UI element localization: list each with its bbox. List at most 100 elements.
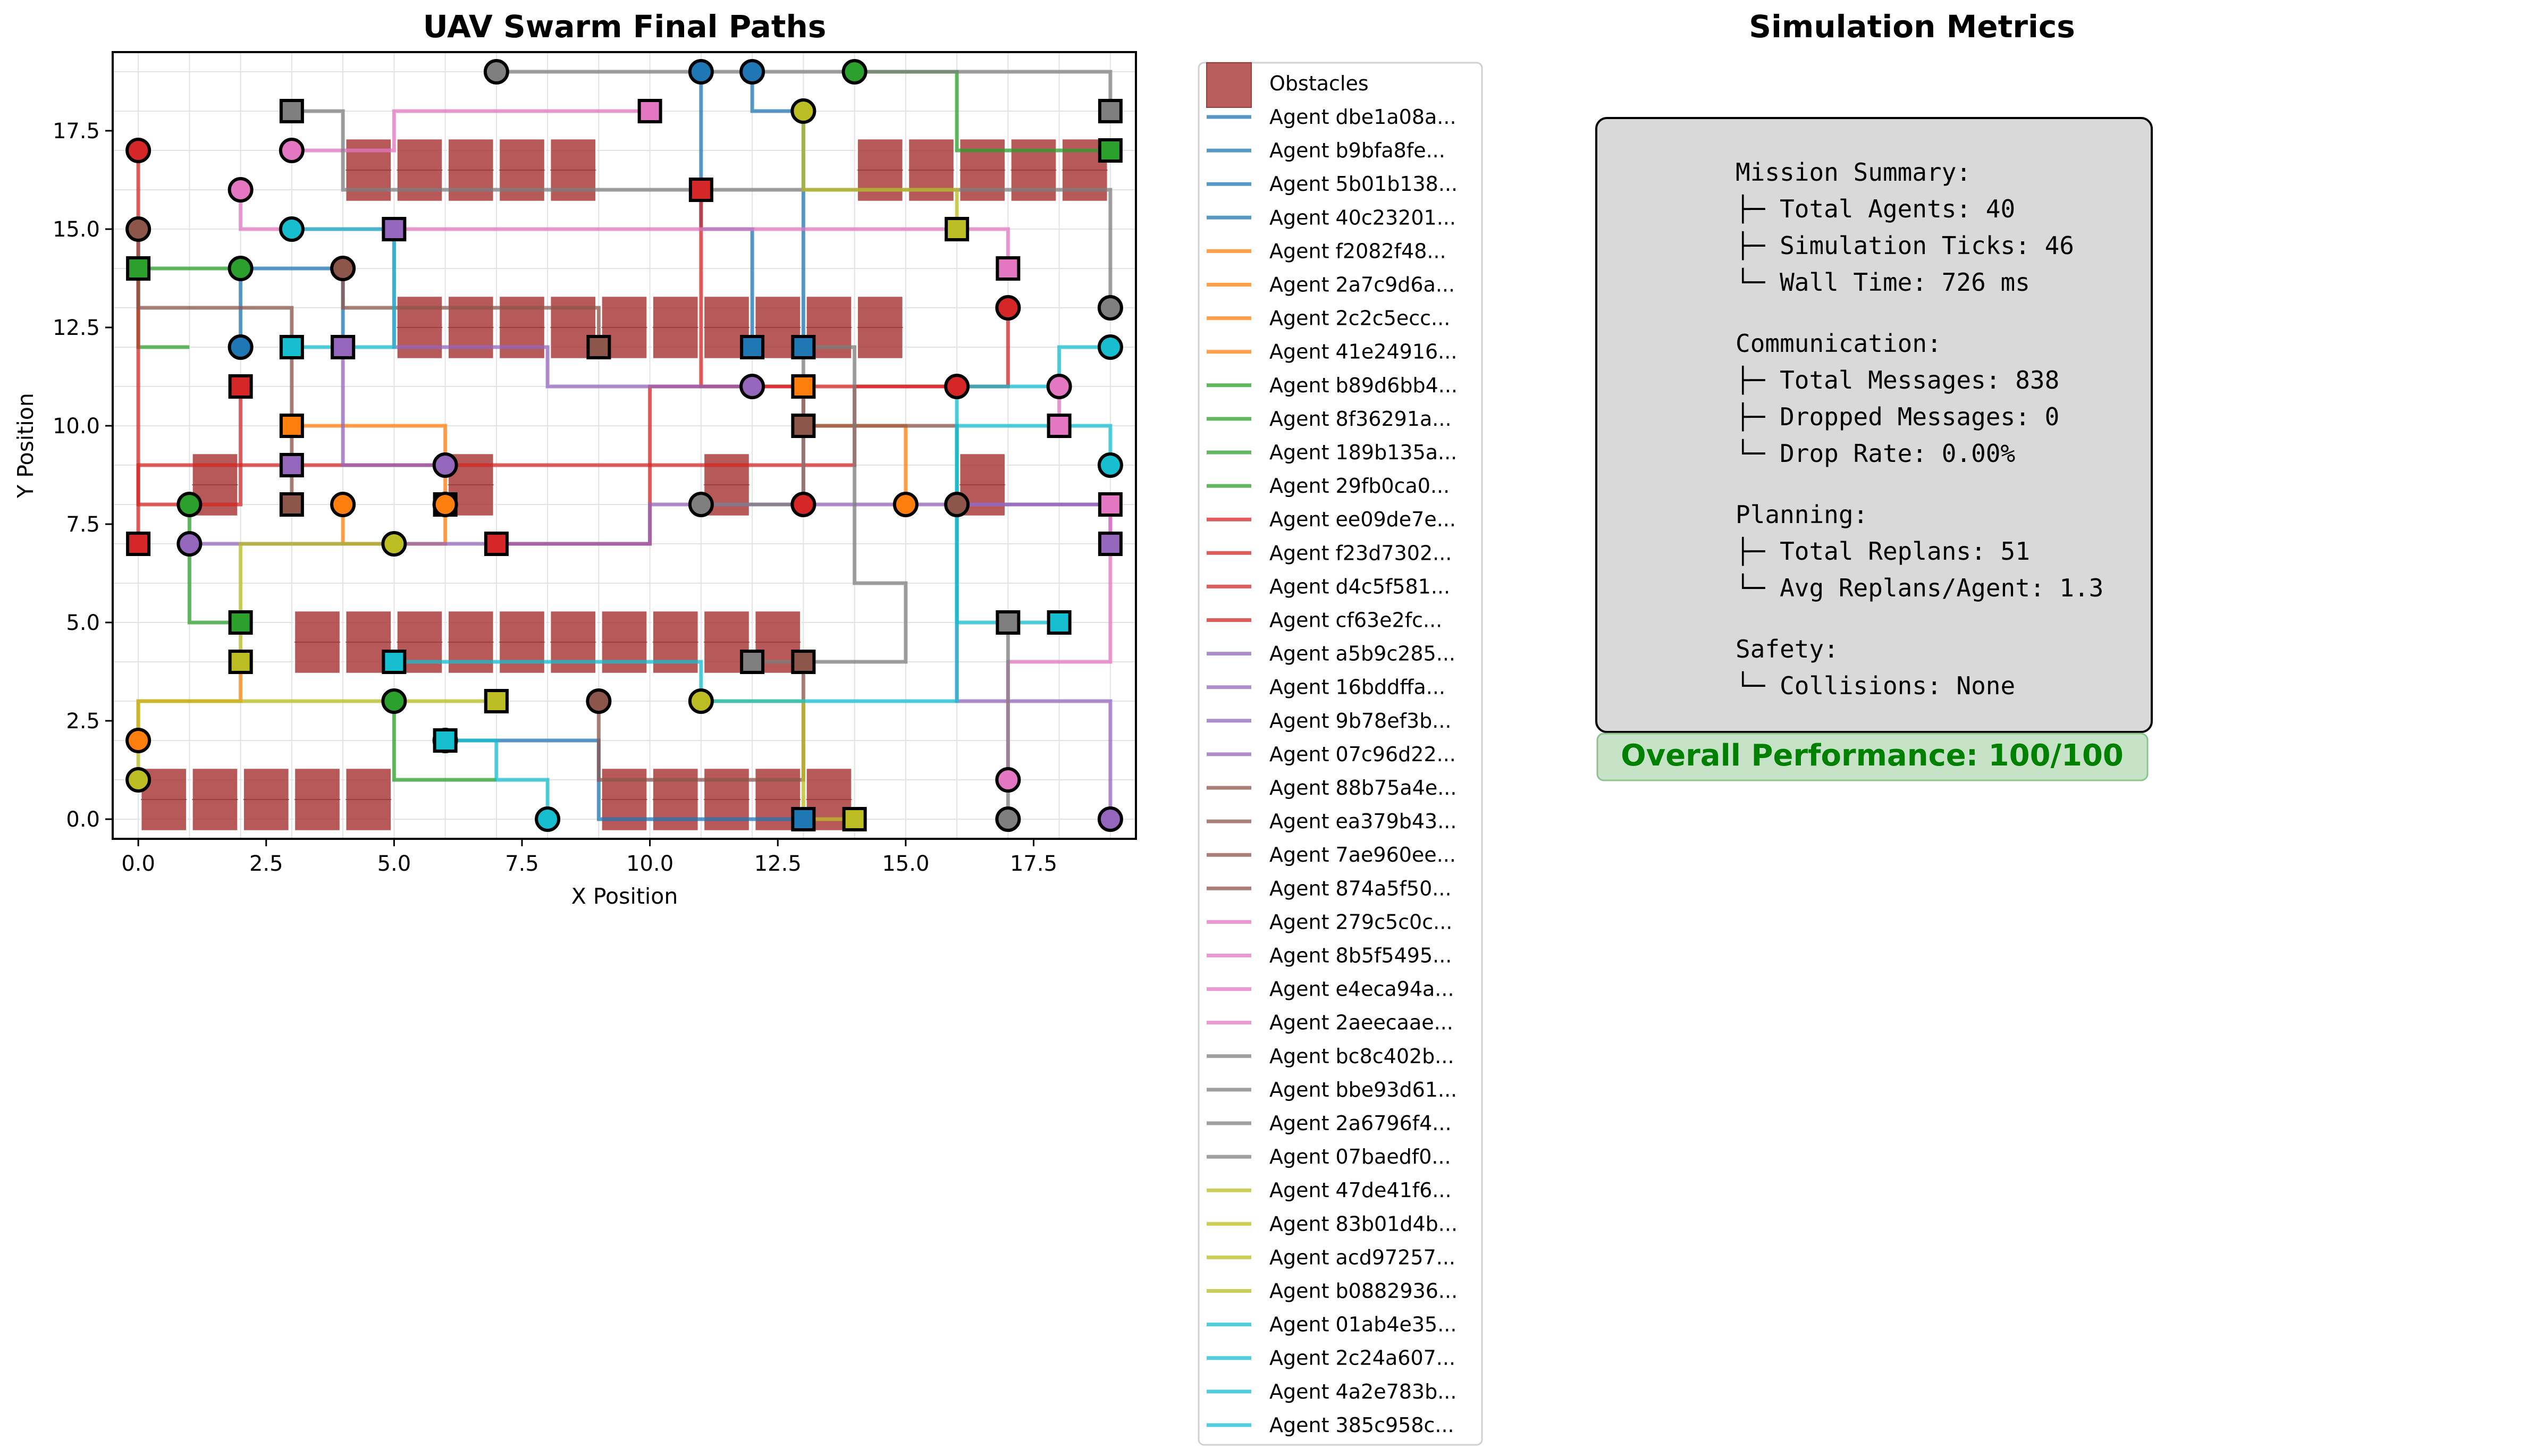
- agent-start-marker: [279, 138, 305, 163]
- agent-path: [701, 345, 908, 664]
- agent-start-marker: [279, 216, 305, 242]
- legend-items: Agent dbe1a08a... Agent b9bfa8fe... Agent …: [1207, 105, 1458, 1437]
- legend-label: Agent 189b135a...: [1269, 441, 1457, 464]
- agent-goal-marker: [484, 532, 509, 556]
- agent-goal-marker: [126, 256, 151, 281]
- agent-path: [392, 701, 496, 782]
- agent-goal-marker: [126, 532, 151, 556]
- plot-frame: [112, 51, 1137, 840]
- agent-start-marker: [125, 767, 151, 793]
- agent-path: [136, 699, 496, 780]
- plot-markers: [125, 59, 1123, 832]
- legend-label: Agent 5b01b138...: [1269, 172, 1458, 196]
- agent-goal-marker: [996, 256, 1021, 281]
- agent-start-marker: [125, 138, 151, 163]
- agent-start-marker: [739, 59, 765, 85]
- metrics-line: └─ Avg Replans/Agent: 1.3: [1736, 573, 2103, 602]
- agent-start-marker: [125, 216, 151, 242]
- legend-label: Agent 88b75a4e...: [1269, 776, 1456, 799]
- x-tick-label: 17.5: [1010, 852, 1057, 876]
- legend-label: Agent 2c24a607...: [1269, 1346, 1455, 1370]
- agent-goal-marker: [842, 807, 867, 831]
- metrics-line: ├─ Total Messages: 838: [1736, 365, 2059, 395]
- legend-label: Agent b9bfa8fe...: [1269, 139, 1445, 162]
- metrics-line: ├─ Simulation Ticks: 46: [1736, 231, 2074, 260]
- agent-start-marker: [432, 452, 458, 478]
- agent-start-marker: [892, 492, 919, 517]
- legend-label: Agent 47de41f6...: [1269, 1179, 1452, 1202]
- x-tick-label: 5.0: [377, 852, 411, 876]
- agent-goal-marker: [791, 807, 816, 831]
- y-tick-label: 7.5: [66, 512, 100, 537]
- legend-label: Agent d4c5f581...: [1269, 575, 1450, 598]
- metrics-section-heading: Planning:: [1736, 500, 1868, 529]
- agent-start-marker: [790, 98, 816, 124]
- agent-goal-marker: [228, 650, 253, 674]
- legend-label: Agent ea379b43...: [1269, 810, 1456, 833]
- legend: Obstacles Agent dbe1a08a... Agent b9bfa8f…: [1198, 62, 1483, 1446]
- x-tick-label: 10.0: [626, 852, 673, 876]
- agent-goal-marker: [228, 374, 253, 399]
- legend-label: Agent bbe93d61...: [1269, 1078, 1457, 1101]
- x-tick-label: 15.0: [882, 852, 929, 876]
- x-tick-label: 2.5: [249, 852, 283, 876]
- x-axis-ticks: 0.0 2.5 5.0 7.5 10.0 12.5 15.0 17.5: [121, 839, 1057, 876]
- agent-goal-marker: [586, 335, 611, 359]
- agent-goal-marker: [1047, 610, 1072, 635]
- agent-goal-marker: [331, 335, 356, 359]
- agent-goal-marker: [484, 689, 509, 713]
- agent-start-marker: [176, 531, 203, 557]
- agent-goal-marker: [637, 99, 662, 123]
- agent-start-marker: [688, 492, 714, 517]
- agent-goal-marker: [1098, 532, 1123, 556]
- legend-label: Agent 07c96d22...: [1269, 743, 1456, 766]
- agent-start-marker: [944, 492, 970, 517]
- metrics-line: ├─ Total Agents: 40: [1736, 194, 2015, 224]
- y-axis-label: Y Position: [13, 393, 38, 499]
- y-tick-label: 12.5: [53, 316, 100, 340]
- legend-label: Agent f2082f48...: [1269, 239, 1446, 263]
- metrics-line: └─ Collisions: None: [1736, 671, 2015, 700]
- agent-goal-marker: [1098, 138, 1123, 163]
- agent-goal-marker: [791, 335, 816, 359]
- x-tick-label: 12.5: [754, 852, 802, 876]
- agent-start-marker: [483, 59, 509, 85]
- legend-obstacles-label: Obstacles: [1269, 72, 1369, 95]
- agent-start-marker: [125, 728, 151, 753]
- legend-label: Agent 385c958c...: [1269, 1413, 1454, 1437]
- legend-label: Agent 29fb0ca0...: [1269, 474, 1450, 498]
- agent-goal-marker: [740, 650, 765, 674]
- metrics-section-heading: Communication:: [1736, 329, 1942, 358]
- metrics-box: [1595, 117, 2153, 733]
- agent-start-marker: [330, 492, 356, 517]
- agent-goal-marker: [791, 650, 816, 674]
- agent-goal-marker: [791, 414, 816, 438]
- agent-goal-marker: [791, 374, 816, 399]
- x-tick-label: 0.0: [121, 852, 155, 876]
- metrics-line: └─ Drop Rate: 0.00%: [1736, 439, 2015, 468]
- plot-paths: [136, 70, 1113, 821]
- metrics-lines: Mission Summary: ├─ Total Agents: 40 ├─ Si…: [1736, 158, 2103, 700]
- legend-label: Agent 2a7c9d6a...: [1269, 273, 1455, 297]
- legend-label: Agent 40c23201...: [1269, 206, 1456, 229]
- legend-label: Agent 4a2e783b...: [1269, 1380, 1456, 1403]
- y-tick-label: 17.5: [53, 119, 100, 144]
- agent-goal-marker: [382, 650, 407, 674]
- agent-goal-marker: [1047, 414, 1072, 438]
- legend-label: Agent 07baedf0...: [1269, 1145, 1451, 1168]
- agent-start-marker: [1097, 295, 1123, 321]
- agent-goal-marker: [228, 610, 253, 635]
- agent-start-marker: [739, 374, 765, 399]
- agent-goal-marker: [1098, 99, 1123, 123]
- agent-goal-marker: [945, 217, 970, 241]
- metrics-section-heading: Safety:: [1736, 635, 1839, 663]
- plot-title: UAV Swarm Final Paths: [423, 9, 827, 45]
- agent-start-marker: [1097, 806, 1123, 832]
- performance-badge: [1596, 733, 2149, 781]
- legend-label: Agent f23d7302...: [1269, 541, 1452, 565]
- agent-path: [291, 109, 1113, 308]
- agent-start-marker: [381, 688, 407, 714]
- legend-label: Agent 01ab4e35...: [1269, 1313, 1456, 1336]
- agent-goal-marker: [279, 99, 304, 123]
